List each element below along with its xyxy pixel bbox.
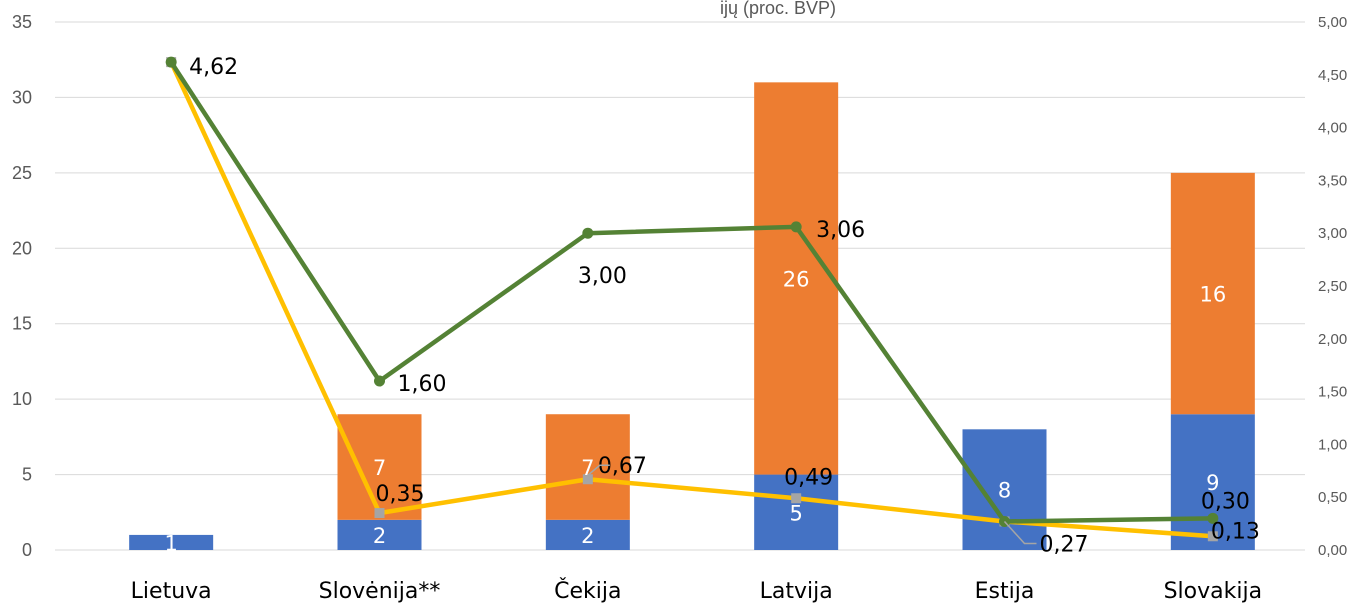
bar-value-label: 16 [1199, 283, 1226, 307]
category-label: Estija [975, 579, 1035, 604]
line-value-label: 0,27 [1040, 532, 1089, 557]
left-axis: 0 5 10 15 20 25 30 35 [12, 12, 32, 560]
left-tick-label: 35 [12, 12, 32, 32]
line-series-green [169, 60, 1213, 524]
line-marker [374, 508, 385, 519]
left-tick-label: 10 [12, 389, 32, 409]
category-label: Čekija [554, 578, 621, 604]
bar-segment [129, 534, 214, 550]
data-labels: 1 2 2 5 8 9 7 7 26 16 4,62 1,60 3,00 3,06 0,27 0,30 0,35… [164, 55, 1259, 557]
line-marker [1207, 531, 1218, 542]
gridlines [55, 21, 1305, 551]
line-value-label: 0,67 [598, 454, 647, 479]
category-axis: Lietuva Slovėnija** Čekija Latvija Estija Slo… [131, 578, 1262, 604]
label-leader-line [587, 464, 610, 476]
right-tick-label: 4,50 [1318, 67, 1347, 84]
left-tick-label: 30 [12, 87, 32, 107]
line-value-label: 0,49 [784, 465, 833, 490]
right-tick-label: 1,50 [1318, 384, 1347, 401]
right-tick-label: 2,50 [1318, 278, 1347, 295]
line-marker [582, 227, 594, 239]
bar-segment [962, 429, 1047, 550]
right-tick-label: 3,00 [1318, 225, 1347, 242]
line-value-label: 1,60 [398, 372, 447, 397]
category-label: Latvija [760, 579, 833, 604]
line-marker [791, 493, 802, 504]
right-axis: 0,00 0,50 1,00 1,50 2,00 2,50 3,00 3,50 4,00 4,50… [1318, 14, 1347, 559]
left-tick-label: 15 [12, 314, 32, 334]
bar-segment [337, 414, 422, 520]
bar-value-label: 7 [581, 456, 594, 480]
line-series-yellow [169, 61, 1213, 539]
bar-segment [1170, 414, 1255, 550]
bar-segment [337, 519, 422, 550]
bar-segment [1170, 172, 1255, 415]
category-label: Slovėnija** [319, 579, 441, 604]
right-tick-label: 4,00 [1318, 120, 1347, 137]
right-tick-label: 0,00 [1318, 542, 1347, 559]
bar-value-label: 9 [1206, 471, 1219, 495]
bar-segment [754, 82, 839, 475]
bar-value-label: 2 [581, 524, 594, 548]
right-tick-label: 2,00 [1318, 331, 1347, 348]
lines [165, 56, 1219, 542]
bar-segment [545, 519, 630, 550]
bar-value-label: 8 [998, 479, 1011, 503]
category-label: Slovakija [1164, 579, 1262, 604]
right-tick-label: 3,50 [1318, 172, 1347, 189]
right-tick-label: 1,00 [1318, 436, 1347, 453]
left-tick-label: 0 [22, 540, 32, 560]
line-marker [374, 375, 385, 387]
bar-value-label: 26 [783, 267, 810, 291]
label-leader-line [1003, 520, 1037, 545]
line-value-label: 0,30 [1201, 489, 1250, 514]
right-tick-label: 5,00 [1318, 14, 1347, 31]
bar-segment [754, 474, 839, 550]
left-tick-label: 20 [12, 238, 32, 258]
bars [129, 82, 1255, 550]
line-marker [790, 221, 802, 233]
line-value-label: 3,00 [578, 264, 627, 289]
line-value-label: 0,35 [376, 482, 425, 507]
line-value-label: 4,62 [189, 55, 238, 80]
line-marker [582, 474, 593, 485]
bar-value-label: 1 [164, 531, 177, 555]
right-tick-label: 0,50 [1318, 489, 1347, 506]
left-tick-label: 5 [22, 465, 32, 485]
bar-segment [545, 414, 630, 520]
line-marker [165, 56, 177, 68]
line-marker [1207, 512, 1219, 524]
bar-value-label: 5 [789, 501, 802, 525]
line-value-label: 0,13 [1211, 519, 1260, 544]
category-label: Lietuva [131, 579, 212, 604]
bar-value-label: 7 [373, 456, 386, 480]
bar-value-label: 2 [373, 524, 386, 548]
left-tick-label: 25 [12, 163, 32, 183]
chart-title-fragment: ijų (proc. BVP) [720, 0, 836, 18]
line-value-label: 3,06 [816, 218, 865, 243]
